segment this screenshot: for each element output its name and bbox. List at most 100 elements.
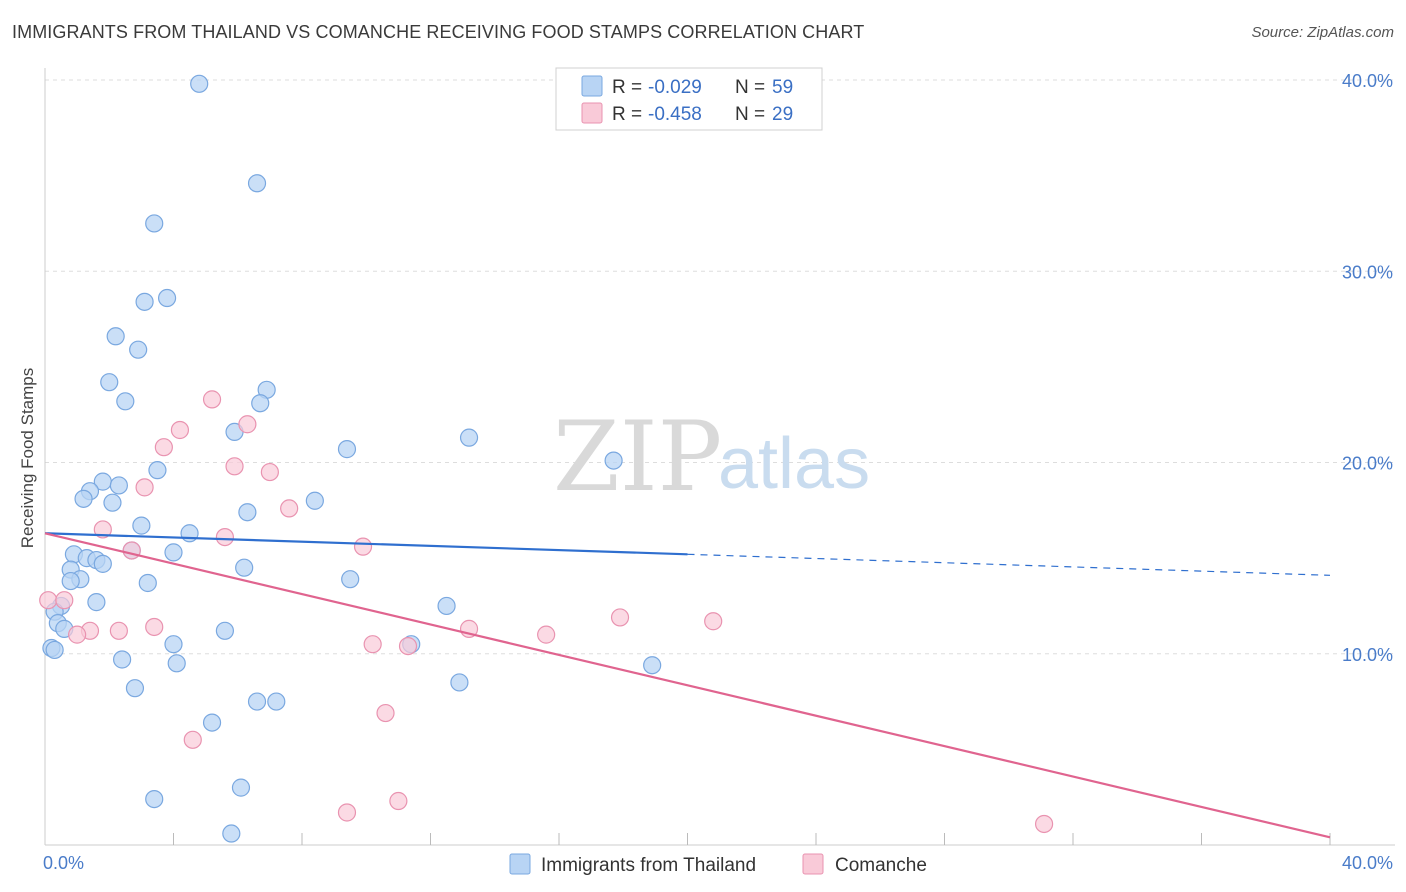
- chart-title: IMMIGRANTS FROM THAILAND VS COMANCHE REC…: [12, 22, 865, 42]
- bottom-legend-swatch-thailand: [509, 853, 531, 875]
- bottom-legend-swatch-comanche: [802, 853, 824, 875]
- data-point-comanche: [135, 478, 154, 497]
- data-point-comanche: [109, 621, 128, 640]
- data-point-comanche: [363, 635, 382, 654]
- data-point-thailand: [145, 214, 164, 233]
- data-point-thailand: [135, 292, 154, 311]
- data-point-thailand: [100, 373, 119, 392]
- data-point-comanche: [389, 791, 408, 811]
- data-point-thailand: [129, 340, 148, 359]
- data-point-comanche: [55, 591, 74, 610]
- data-point-thailand: [45, 640, 64, 660]
- data-point-comanche: [68, 625, 87, 644]
- bottom-legend-label-comanche: Comanche: [835, 855, 927, 876]
- legend-r-label-comanche: R =: [612, 104, 642, 125]
- data-point-thailand: [247, 692, 267, 711]
- legend-swatch-comanche: [581, 102, 603, 124]
- y-tick-label: 30.0%: [1342, 262, 1393, 282]
- x-tick-label-max: 40.0%: [1342, 853, 1393, 873]
- legend-n-label-thailand: N =: [735, 77, 765, 98]
- y-tick-label: 40.0%: [1342, 71, 1393, 91]
- data-point-thailand: [222, 824, 241, 843]
- axes: [44, 68, 1395, 846]
- data-point-thailand: [235, 558, 254, 577]
- y-tick-labels: 10.0% 20.0% 30.0% 40.0%: [1342, 71, 1393, 665]
- data-point-thailand: [167, 654, 186, 673]
- data-point-thailand: [643, 656, 662, 675]
- legend-n-value-comanche: 29: [772, 104, 793, 125]
- data-point-thailand: [106, 327, 125, 346]
- legend-r-label-thailand: R =: [612, 77, 642, 98]
- data-point-thailand: [132, 516, 151, 535]
- x-tick-label-min: 0.0%: [43, 853, 84, 873]
- trend-line-thailand-extension: [687, 553, 1331, 576]
- data-point-comanche: [610, 608, 630, 627]
- data-point-thailand: [437, 596, 456, 616]
- data-point-thailand: [116, 392, 135, 411]
- legend-n-value-thailand: 59: [772, 77, 793, 98]
- bottom-legend: Immigrants from Thailand Comanche: [509, 853, 927, 876]
- x-tick-labels: 0.0% 40.0%: [43, 853, 1393, 873]
- watermark-atlas: atlas: [718, 424, 870, 504]
- data-point-comanche: [353, 537, 373, 556]
- data-point-comanche: [376, 703, 395, 723]
- data-point-comanche: [183, 730, 202, 749]
- data-point-thailand: [267, 692, 286, 711]
- series-comanche-points: [39, 390, 1054, 834]
- data-point-thailand: [125, 679, 145, 698]
- data-point-comanche: [537, 625, 556, 644]
- data-point-comanche: [398, 636, 418, 656]
- y-tick-label: 10.0%: [1342, 645, 1393, 665]
- trend-line-thailand: [44, 532, 688, 556]
- data-point-thailand: [145, 789, 164, 809]
- data-point-thailand: [164, 543, 183, 562]
- data-point-thailand: [112, 650, 132, 669]
- data-point-comanche: [337, 803, 357, 822]
- data-point-thailand: [305, 491, 324, 510]
- data-point-comanche: [202, 390, 222, 409]
- data-point-thailand: [109, 476, 128, 495]
- data-point-comanche: [280, 499, 299, 518]
- legend-r-value-thailand: -0.029: [648, 77, 702, 98]
- data-point-thailand: [157, 288, 177, 308]
- data-point-thailand: [247, 174, 267, 193]
- data-point-thailand: [337, 440, 357, 459]
- trend-lines: [44, 532, 1331, 839]
- data-point-thailand: [61, 571, 80, 591]
- y-tick-label: 20.0%: [1342, 454, 1393, 474]
- data-point-thailand: [231, 778, 251, 797]
- data-point-thailand: [604, 451, 623, 470]
- data-point-thailand: [450, 673, 469, 692]
- data-point-comanche: [93, 520, 112, 539]
- source-label: Source: ZipAtlas.com: [1251, 24, 1394, 41]
- data-point-thailand: [148, 461, 167, 480]
- data-point-comanche: [260, 462, 279, 482]
- y-axis-label: Receiving Food Stamps: [18, 368, 37, 548]
- legend-n-label-comanche: N =: [735, 104, 765, 125]
- data-point-thailand: [202, 713, 222, 732]
- legend-swatch-thailand: [581, 75, 603, 97]
- data-point-comanche: [704, 612, 723, 631]
- bottom-legend-label-thailand: Immigrants from Thailand: [541, 855, 756, 876]
- data-point-comanche: [1034, 814, 1054, 834]
- legend-r-value-comanche: -0.458: [648, 104, 702, 125]
- trend-line-comanche: [44, 532, 1331, 839]
- data-point-thailand: [87, 593, 106, 612]
- data-point-thailand: [251, 394, 270, 413]
- data-point-comanche: [215, 527, 234, 547]
- data-point-comanche: [145, 617, 164, 637]
- legend-box: R = -0.029 N = 59 R = -0.458 N = 29: [555, 67, 823, 131]
- data-point-thailand: [341, 570, 360, 589]
- watermark-zip: ZIP: [553, 401, 722, 513]
- data-point-comanche: [170, 420, 190, 440]
- watermark: ZIP atlas: [553, 401, 870, 513]
- data-point-thailand: [93, 554, 112, 573]
- data-point-comanche: [225, 457, 244, 476]
- data-point-thailand: [190, 74, 209, 93]
- data-point-thailand: [459, 428, 479, 447]
- data-point-thailand: [215, 621, 234, 640]
- data-point-comanche: [154, 438, 173, 457]
- data-point-comanche: [238, 415, 257, 434]
- data-point-thailand: [138, 573, 157, 593]
